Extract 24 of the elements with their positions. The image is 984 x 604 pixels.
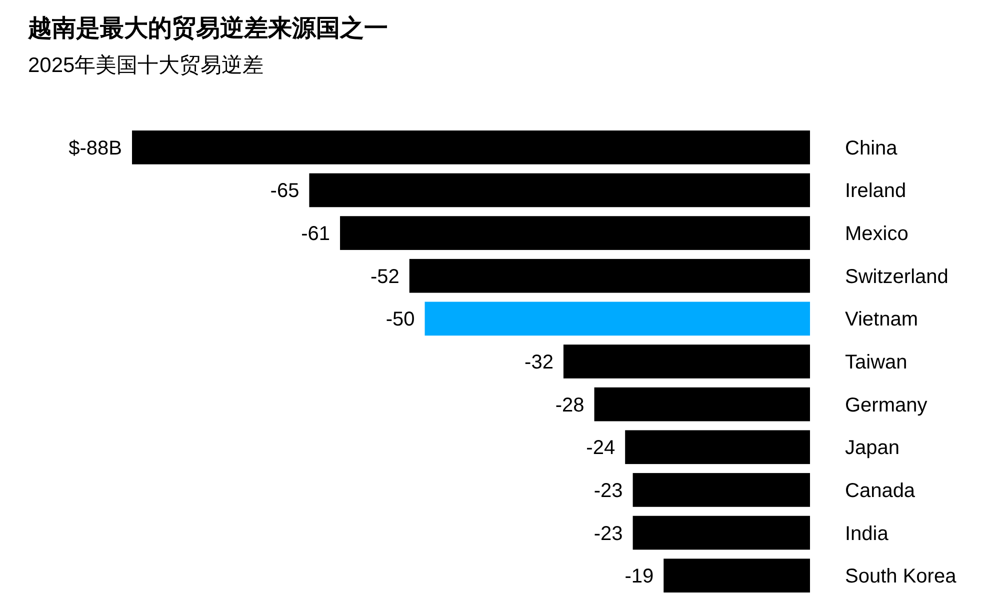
- y-tick-label: Ireland: [845, 180, 906, 202]
- data-label: -61: [301, 223, 330, 246]
- data-label: -23: [594, 522, 623, 545]
- y-tick-label: Germany: [845, 394, 928, 416]
- data-label: -23: [594, 480, 623, 502]
- y-tick-label: Taiwan: [845, 352, 908, 374]
- data-label: -24: [586, 437, 616, 460]
- data-label: -32: [524, 352, 554, 374]
- y-tick-label: Canada: [845, 480, 916, 502]
- data-label: -52: [370, 266, 400, 288]
- data-label: $-88B: [68, 137, 122, 160]
- data-label: -50: [386, 308, 415, 331]
- data-label: -19: [624, 566, 654, 588]
- y-tick-label: Switzerland: [845, 266, 948, 288]
- y-tick-label: Vietnam: [845, 308, 918, 331]
- y-tick-label: Mexico: [845, 223, 908, 246]
- subtitle: 2025年美国十大贸易逆差: [28, 54, 264, 77]
- y-tick-label: South Korea: [845, 566, 958, 588]
- y-tick-label: Japan: [845, 437, 900, 460]
- data-label: -65: [270, 180, 300, 202]
- y-tick-label: India: [845, 522, 890, 545]
- data-label: -28: [555, 394, 584, 416]
- y-tick-label: China: [845, 137, 898, 160]
- title: 越南是最大的贸易逆差来源国之一: [28, 15, 388, 42]
